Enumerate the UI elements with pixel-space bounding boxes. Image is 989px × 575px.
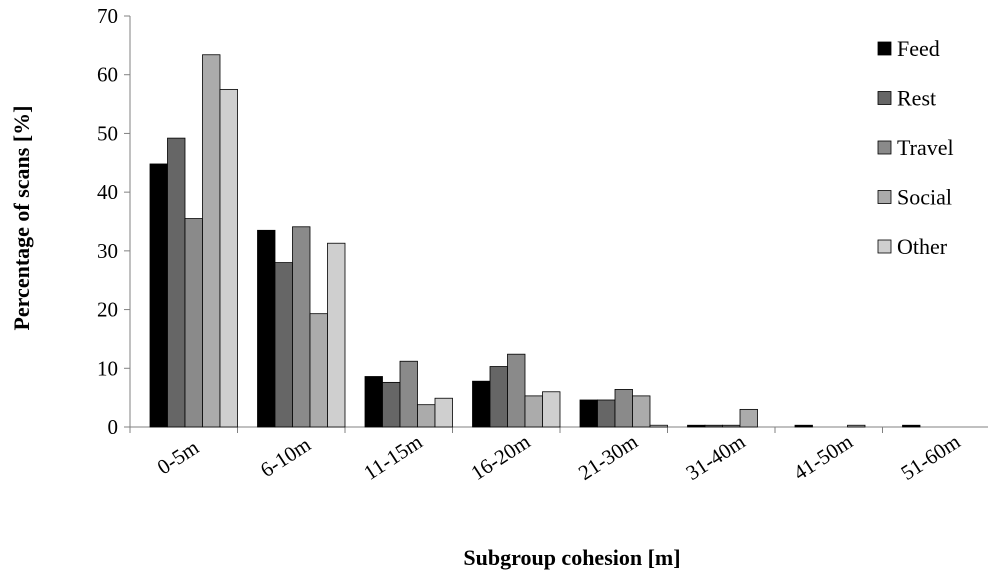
bars bbox=[149, 54, 921, 428]
bar-rest-0-5m bbox=[167, 137, 186, 428]
x-tick-label: 11-15m bbox=[359, 429, 426, 484]
bar-other-11-15m bbox=[434, 397, 453, 428]
x-axis-title: Subgroup cohesion [m] bbox=[463, 545, 680, 570]
bar-rest-11-15m bbox=[382, 381, 401, 428]
x-axis-ticks: 0-5m 6-10m 11-15m 16-20m 21-30m 31-40m 41-50m 5… bbox=[129, 427, 965, 485]
y-axis-title: Percentage of scans [%] bbox=[9, 105, 34, 330]
plot-area: 0 10 20 30 40 50 60 70 0-5m 6-10m 11-15m 16-20m 21-… bbox=[97, 4, 988, 485]
legend-label-rest: Rest bbox=[897, 86, 936, 111]
legend-swatch-travel bbox=[877, 140, 892, 155]
bar-feed-21-30m bbox=[579, 399, 598, 428]
bar-social-31-40m bbox=[739, 408, 758, 428]
bar-travel-0-5m bbox=[184, 218, 203, 428]
bar-feed-41-50m bbox=[794, 424, 813, 428]
y-tick-label: 30 bbox=[97, 239, 118, 263]
bar-other-16-20m bbox=[542, 391, 561, 428]
y-tick-label: 20 bbox=[97, 298, 118, 322]
bar-rest-21-30m bbox=[597, 399, 616, 428]
legend-label-travel: Travel bbox=[897, 135, 954, 160]
bar-feed-51-60m bbox=[902, 424, 921, 428]
bar-travel-31-40m bbox=[722, 424, 741, 428]
bar-rest-31-40m bbox=[704, 424, 723, 428]
bar-social-16-20m bbox=[524, 395, 543, 428]
y-tick-label: 40 bbox=[97, 180, 118, 204]
legend-label-feed: Feed bbox=[897, 36, 940, 61]
x-tick-label: 21-30m bbox=[574, 429, 642, 485]
legend-swatch-social bbox=[877, 190, 892, 204]
bar-rest-6-10m bbox=[274, 262, 293, 428]
bar-rest-16-20m bbox=[489, 366, 508, 428]
legend-label-social: Social bbox=[897, 185, 952, 210]
y-tick-label: 60 bbox=[97, 63, 118, 87]
bar-feed-16-20m bbox=[472, 380, 491, 428]
bar-feed-11-15m bbox=[364, 376, 383, 428]
bar-social-41-50m bbox=[847, 424, 866, 428]
bar-other-21-30m bbox=[649, 424, 668, 428]
bar-social-6-10m bbox=[309, 313, 328, 428]
x-tick-label: 0-5m bbox=[153, 435, 203, 479]
x-tick-label: 16-20m bbox=[467, 429, 535, 485]
y-axis-ticks: 0 10 20 30 40 50 60 70 bbox=[97, 4, 130, 439]
legend-label-other: Other bbox=[897, 234, 948, 259]
legend-swatch-other bbox=[877, 239, 892, 254]
bar-social-0-5m bbox=[202, 54, 221, 428]
bar-other-0-5m bbox=[219, 88, 238, 428]
bar-travel-6-10m bbox=[292, 226, 311, 428]
bar-feed-0-5m bbox=[149, 163, 168, 428]
bar-feed-6-10m bbox=[257, 229, 276, 428]
x-tick-label: 41-50m bbox=[789, 429, 857, 485]
bar-other-6-10m bbox=[327, 242, 346, 428]
bar-travel-16-20m bbox=[507, 353, 526, 428]
bar-social-11-15m bbox=[417, 404, 436, 428]
y-tick-label: 70 bbox=[97, 4, 118, 28]
bar-social-21-30m bbox=[632, 395, 651, 428]
bar-feed-31-40m bbox=[687, 424, 706, 428]
y-tick-label: 10 bbox=[97, 356, 118, 380]
legend-swatch-feed bbox=[877, 41, 892, 56]
x-tick-label: 6-10m bbox=[256, 432, 315, 482]
legend-swatch-rest bbox=[877, 91, 892, 105]
legend: Feed Rest Travel Social Other bbox=[877, 36, 954, 259]
bar-travel-21-30m bbox=[614, 389, 633, 428]
x-tick-label: 51-60m bbox=[897, 429, 965, 485]
y-tick-label: 50 bbox=[97, 121, 118, 145]
x-tick-label: 31-40m bbox=[682, 429, 750, 485]
bar-travel-11-15m bbox=[399, 360, 418, 428]
y-tick-label: 0 bbox=[108, 415, 119, 439]
